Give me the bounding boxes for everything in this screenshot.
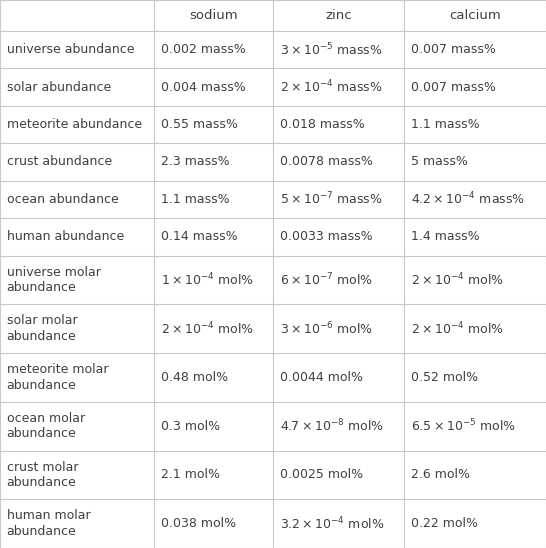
Text: universe abundance: universe abundance [7, 43, 134, 56]
Text: 0.22 mol%: 0.22 mol% [411, 517, 478, 530]
Text: 5 mass%: 5 mass% [411, 156, 467, 168]
Text: solar molar
abundance: solar molar abundance [7, 315, 77, 343]
Text: 1.1 mass%: 1.1 mass% [411, 118, 479, 131]
Text: 0.038 mol%: 0.038 mol% [161, 517, 236, 530]
Text: 0.002 mass%: 0.002 mass% [161, 43, 245, 56]
Text: 0.0033 mass%: 0.0033 mass% [280, 230, 372, 243]
Text: human abundance: human abundance [7, 230, 124, 243]
Text: $6\times10^{-7}$ mol%: $6\times10^{-7}$ mol% [280, 272, 373, 288]
Text: $3\times10^{-6}$ mol%: $3\times10^{-6}$ mol% [280, 321, 373, 337]
Text: $2\times10^{-4}$ mass%: $2\times10^{-4}$ mass% [280, 79, 382, 95]
Text: $4.7\times10^{-8}$ mol%: $4.7\times10^{-8}$ mol% [280, 418, 384, 435]
Text: $3.2\times10^{-4}$ mol%: $3.2\times10^{-4}$ mol% [280, 515, 384, 532]
Text: solar abundance: solar abundance [7, 81, 111, 94]
Text: meteorite molar
abundance: meteorite molar abundance [7, 363, 108, 392]
Text: $1\times10^{-4}$ mol%: $1\times10^{-4}$ mol% [161, 272, 254, 288]
Text: 0.0044 mol%: 0.0044 mol% [280, 371, 363, 384]
Text: meteorite abundance: meteorite abundance [7, 118, 141, 131]
Text: 0.0078 mass%: 0.0078 mass% [280, 156, 372, 168]
Text: 0.0025 mol%: 0.0025 mol% [280, 469, 363, 481]
Text: 0.3 mol%: 0.3 mol% [161, 420, 219, 433]
Text: calcium: calcium [449, 9, 501, 22]
Text: 0.55 mass%: 0.55 mass% [161, 118, 238, 131]
Text: 0.018 mass%: 0.018 mass% [280, 118, 364, 131]
Text: 0.48 mol%: 0.48 mol% [161, 371, 228, 384]
Text: 0.52 mol%: 0.52 mol% [411, 371, 478, 384]
Text: $5\times10^{-7}$ mass%: $5\times10^{-7}$ mass% [280, 191, 382, 208]
Text: $2\times10^{-4}$ mol%: $2\times10^{-4}$ mol% [411, 272, 504, 288]
Text: 2.3 mass%: 2.3 mass% [161, 156, 229, 168]
Text: 2.1 mol%: 2.1 mol% [161, 469, 219, 481]
Text: 0.007 mass%: 0.007 mass% [411, 43, 495, 56]
Text: $3\times10^{-5}$ mass%: $3\times10^{-5}$ mass% [280, 41, 382, 58]
Text: universe molar
abundance: universe molar abundance [7, 266, 100, 294]
Text: ocean molar
abundance: ocean molar abundance [7, 412, 85, 441]
Text: $4.2\times10^{-4}$ mass%: $4.2\times10^{-4}$ mass% [411, 191, 525, 208]
Text: 1.4 mass%: 1.4 mass% [411, 230, 479, 243]
Text: 0.007 mass%: 0.007 mass% [411, 81, 495, 94]
Text: ocean abundance: ocean abundance [7, 193, 118, 206]
Text: crust abundance: crust abundance [7, 156, 112, 168]
Text: sodium: sodium [189, 9, 238, 22]
Text: $6.5\times10^{-5}$ mol%: $6.5\times10^{-5}$ mol% [411, 418, 515, 435]
Text: 0.004 mass%: 0.004 mass% [161, 81, 245, 94]
Text: zinc: zinc [325, 9, 352, 22]
Text: 0.14 mass%: 0.14 mass% [161, 230, 237, 243]
Text: 2.6 mol%: 2.6 mol% [411, 469, 470, 481]
Text: human molar
abundance: human molar abundance [7, 510, 90, 538]
Text: $2\times10^{-4}$ mol%: $2\times10^{-4}$ mol% [161, 321, 254, 337]
Text: crust molar
abundance: crust molar abundance [7, 461, 78, 489]
Text: $2\times10^{-4}$ mol%: $2\times10^{-4}$ mol% [411, 321, 504, 337]
Text: 1.1 mass%: 1.1 mass% [161, 193, 229, 206]
